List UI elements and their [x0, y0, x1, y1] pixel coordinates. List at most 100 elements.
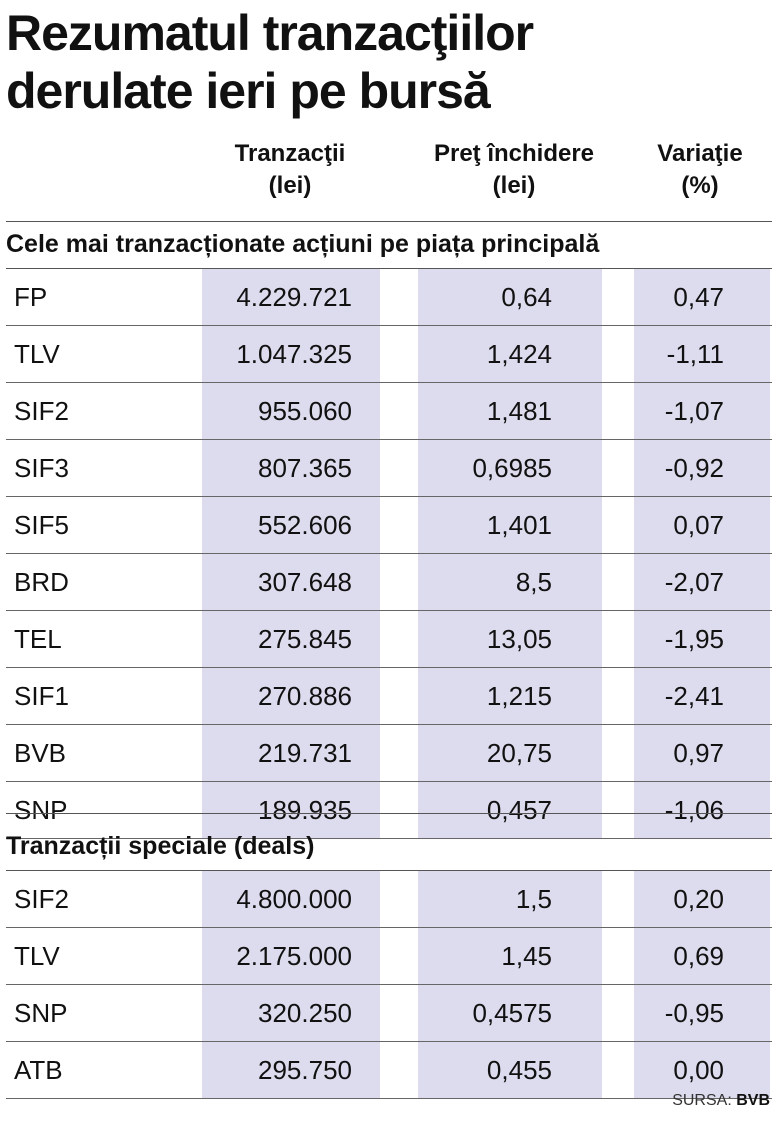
variation-value: 0,69: [673, 941, 724, 971]
transactions-value: 4.800.000: [236, 884, 352, 914]
variation-value: 0,97: [673, 738, 724, 768]
row-divider: [6, 667, 772, 668]
table-row: BRD 307.648 8,5 -2,07: [6, 554, 772, 611]
source-label: SURSA:: [672, 1092, 732, 1109]
transactions-value: 189.935: [258, 795, 352, 825]
close-price-value: 0,455: [486, 1055, 552, 1085]
transactions-value: 219.731: [258, 738, 352, 768]
close-price-value: 0,457: [486, 795, 552, 825]
transactions-value: 955.060: [258, 396, 352, 426]
row-divider: [6, 1098, 772, 1099]
stock-symbol: TLV: [14, 339, 60, 369]
close-price-value: 8,5: [515, 567, 552, 597]
table-row: SIF2 955.060 1,481 -1,07: [6, 383, 772, 440]
row-divider: [6, 781, 772, 782]
transactions-value: 270.886: [258, 681, 352, 711]
row-divider: [6, 927, 772, 928]
variation-value: -1,95: [664, 624, 724, 654]
row-divider: [6, 382, 772, 383]
close-price-value: 1,5: [515, 884, 552, 914]
close-price-value: 0,4575: [472, 998, 552, 1028]
column-header-variation-name: Variaţie: [657, 140, 743, 167]
row-divider: [6, 325, 772, 326]
variation-value: -2,07: [664, 567, 724, 597]
column-header-transactions-name: Tranzacţii: [234, 140, 346, 167]
row-divider: [6, 553, 772, 554]
row-divider: [6, 610, 772, 611]
table-row: SNP 320.250 0,4575 -0,95: [6, 985, 772, 1042]
section-rule: [6, 221, 772, 222]
title-line-2: derulate ieri pe bursă: [6, 63, 491, 119]
close-price-value: 1,401: [486, 510, 552, 540]
transactions-value: 320.250: [258, 998, 352, 1028]
table-row: SNP 189.935 0,457 -1,06: [6, 782, 772, 839]
table-row: SIF3 807.365 0,6985 -0,92: [6, 440, 772, 497]
close-price-value: 1,481: [486, 396, 552, 426]
transactions-value: 295.750: [258, 1055, 352, 1085]
stock-symbol: TEL: [14, 624, 62, 654]
stock-symbol: ATB: [14, 1055, 63, 1085]
stock-symbol: FP: [14, 282, 48, 312]
source-name: BVB: [736, 1092, 770, 1109]
variation-value: 0,47: [673, 282, 724, 312]
close-price-value: 1,215: [486, 681, 552, 711]
variation-value: 0,00: [673, 1055, 724, 1085]
section-title: Tranzacții speciale (deals): [6, 832, 315, 860]
title-line-1: Rezumatul tranzacţiilor: [6, 5, 534, 61]
close-price-value: 1,45: [501, 941, 552, 971]
column-header-close-price-name: Preţ închidere: [433, 140, 595, 167]
section-rule: [6, 813, 772, 814]
section-title-rule: [6, 870, 772, 871]
table-row: SIF5 552.606 1,401 0,07: [6, 497, 772, 554]
variation-value: 0,20: [673, 884, 724, 914]
variation-value: -1,06: [664, 795, 724, 825]
stock-symbol: SIF5: [14, 510, 69, 540]
stock-symbol: TLV: [14, 941, 60, 971]
column-header-close-price: Preţ închidere (lei): [404, 138, 624, 202]
close-price-value: 0,64: [501, 282, 552, 312]
close-price-value: 1,424: [486, 339, 552, 369]
stock-symbol: SIF2: [14, 884, 69, 914]
column-header-close-price-unit: (lei): [492, 172, 536, 199]
stock-symbol: SIF1: [14, 681, 69, 711]
variation-value: 0,07: [673, 510, 724, 540]
section-title: Cele mai tranzacționate acțiuni pe piața…: [6, 230, 600, 258]
transactions-value: 552.606: [258, 510, 352, 540]
row-divider: [6, 1041, 772, 1042]
column-header-variation: Variaţie (%): [630, 138, 770, 202]
transactions-value: 275.845: [258, 624, 352, 654]
table-row: TLV 1.047.325 1,424 -1,11: [6, 326, 772, 383]
column-header-transactions-unit: (lei): [268, 172, 312, 199]
variation-value: -0,95: [664, 998, 724, 1028]
source-credit: SURSA: BVB: [672, 1092, 770, 1110]
close-price-value: 13,05: [486, 624, 552, 654]
stock-symbol: SNP: [14, 998, 68, 1028]
close-price-value: 0,6985: [472, 453, 552, 483]
row-divider: [6, 496, 772, 497]
stock-symbol: SNP: [14, 795, 68, 825]
table-row: SIF2 4.800.000 1,5 0,20: [6, 871, 772, 928]
variation-value: -2,41: [664, 681, 724, 711]
section-title-rule: [6, 268, 772, 269]
table-row: BVB 219.731 20,75 0,97: [6, 725, 772, 782]
transactions-value: 2.175.000: [236, 941, 352, 971]
variation-value: -1,07: [664, 396, 724, 426]
transactions-value: 1.047.325: [236, 339, 352, 369]
transactions-value: 4.229.721: [236, 282, 352, 312]
row-divider: [6, 724, 772, 725]
table-row: TEL 275.845 13,05 -1,95: [6, 611, 772, 668]
table-row: FP 4.229.721 0,64 0,47: [6, 269, 772, 326]
row-divider: [6, 439, 772, 440]
transactions-value: 807.365: [258, 453, 352, 483]
table-row: ATB 295.750 0,455 0,00: [6, 1042, 772, 1099]
variation-value: -0,92: [664, 453, 724, 483]
transactions-value: 307.648: [258, 567, 352, 597]
stock-symbol: BRD: [14, 567, 69, 597]
table-row: SIF1 270.886 1,215 -2,41: [6, 668, 772, 725]
variation-value: -1,11: [666, 339, 724, 369]
row-divider: [6, 984, 772, 985]
stock-symbol: SIF3: [14, 453, 69, 483]
column-header-variation-unit: (%): [681, 172, 719, 199]
column-header-transactions: Tranzacţii (lei): [200, 138, 380, 202]
row-divider: [6, 838, 772, 839]
